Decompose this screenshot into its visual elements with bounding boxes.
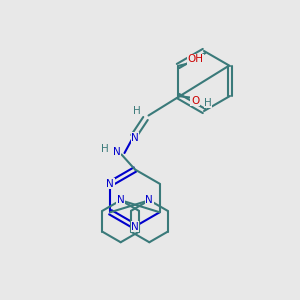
Text: H: H: [101, 143, 109, 154]
Text: N: N: [131, 133, 139, 143]
Text: N: N: [131, 221, 139, 232]
Text: N: N: [146, 195, 153, 205]
Text: OH: OH: [187, 54, 203, 64]
Text: H: H: [133, 106, 140, 116]
Text: N: N: [113, 146, 121, 157]
Text: H: H: [204, 98, 212, 108]
Text: O: O: [191, 95, 199, 106]
Text: N: N: [117, 195, 124, 205]
Text: N: N: [106, 179, 114, 189]
